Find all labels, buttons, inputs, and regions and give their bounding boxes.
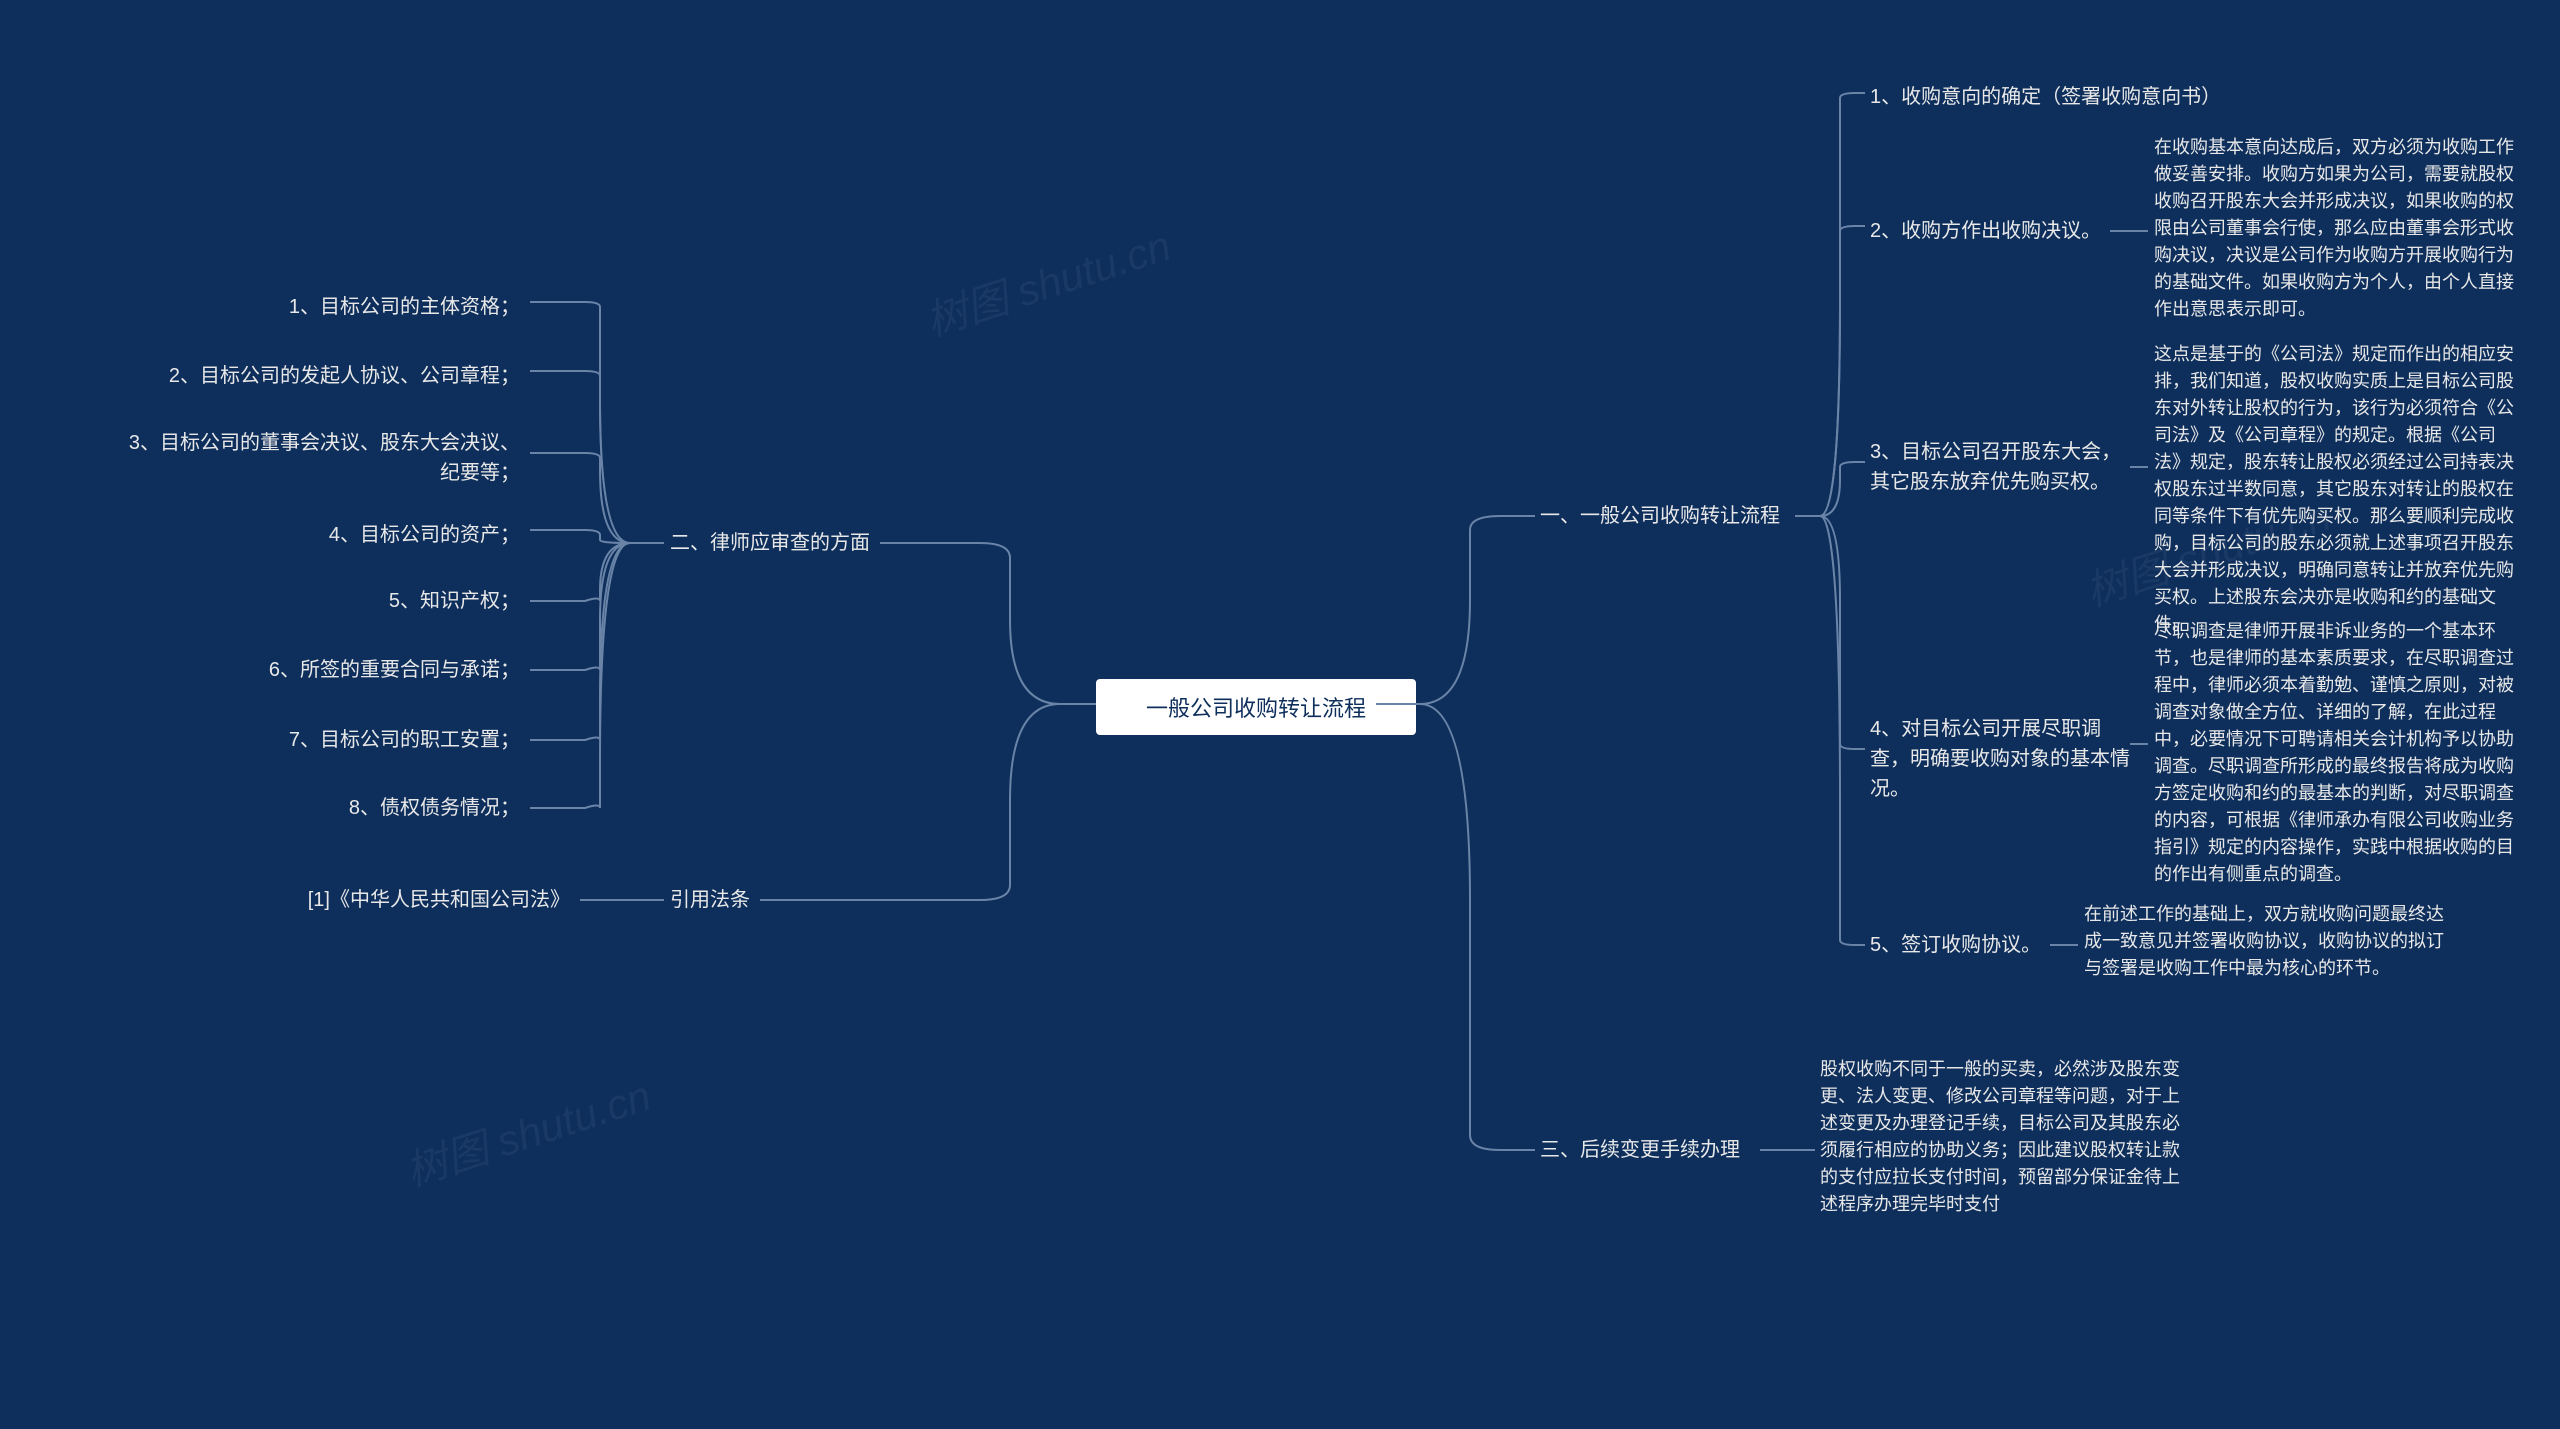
branch-1-item-5: 5、签订收购协议。 xyxy=(1870,930,2041,960)
branch-2-item-1: 1、目标公司的主体资格； xyxy=(230,292,520,322)
branch-1-item-2-detail: 在收购基本意向达成后，双方必须为收购工作做妥善安排。收购方如果为公司，需要就股权… xyxy=(2154,134,2514,323)
branch-2-item-7: 7、目标公司的职工安置； xyxy=(260,725,520,755)
branch-1-item-5-detail: 在前述工作的基础上，双方就收购问题最终达成一致意见并签署收购协议，收购协议的拟订… xyxy=(2084,901,2444,982)
branch-2: 二、律师应审查的方面 xyxy=(670,528,870,558)
branch-2-item-6: 6、所签的重要合同与承诺； xyxy=(240,655,520,685)
watermark: 树图 shutu.cn xyxy=(397,1062,658,1199)
branch-2-item-3: 3、目标公司的董事会决议、股东大会决议、纪要等； xyxy=(120,428,520,488)
branch-3: 三、后续变更手续办理 xyxy=(1540,1135,1740,1165)
branch-1-item-4-detail: 尽职调查是律师开展非诉业务的一个基本环节，也是律师的基本素质要求，在尽职调查过程… xyxy=(2154,618,2514,888)
branch-1-item-4: 4、对目标公司开展尽职调查，明确要收购对象的基本情况。 xyxy=(1870,714,2130,804)
watermark: 树图 shutu.cn xyxy=(917,212,1178,349)
branch-1-item-2: 2、收购方作出收购决议。 xyxy=(1870,216,2101,246)
branch-2-item-4: 4、目标公司的资产； xyxy=(280,520,520,550)
branch-2-item-5: 5、知识产权； xyxy=(340,586,520,616)
branch-3-detail: 股权收购不同于一般的买卖，必然涉及股东变更、法人变更、修改公司章程等问题，对于上… xyxy=(1820,1056,2180,1218)
branch-1-item-3-detail: 这点是基于的《公司法》规定而作出的相应安排，我们知道，股权收购实质上是目标公司股… xyxy=(2154,341,2514,638)
branch-1-item-3: 3、目标公司召开股东大会，其它股东放弃优先购买权。 xyxy=(1870,437,2130,497)
branch-1: 一、一般公司收购转让流程 xyxy=(1540,501,1780,531)
branch-2-item-2: 2、目标公司的发起人协议、公司章程； xyxy=(150,361,520,391)
branch-2-item-8: 8、债权债务情况； xyxy=(300,793,520,823)
branch-ref-item: [1]《中华人民共和国公司法》 xyxy=(230,885,570,915)
root-node: 一般公司收购转让流程 xyxy=(1096,679,1416,735)
branch-ref: 引用法条 xyxy=(670,885,750,915)
branch-1-item-1: 1、收购意向的确定（签署收购意向书） xyxy=(1870,82,2221,112)
